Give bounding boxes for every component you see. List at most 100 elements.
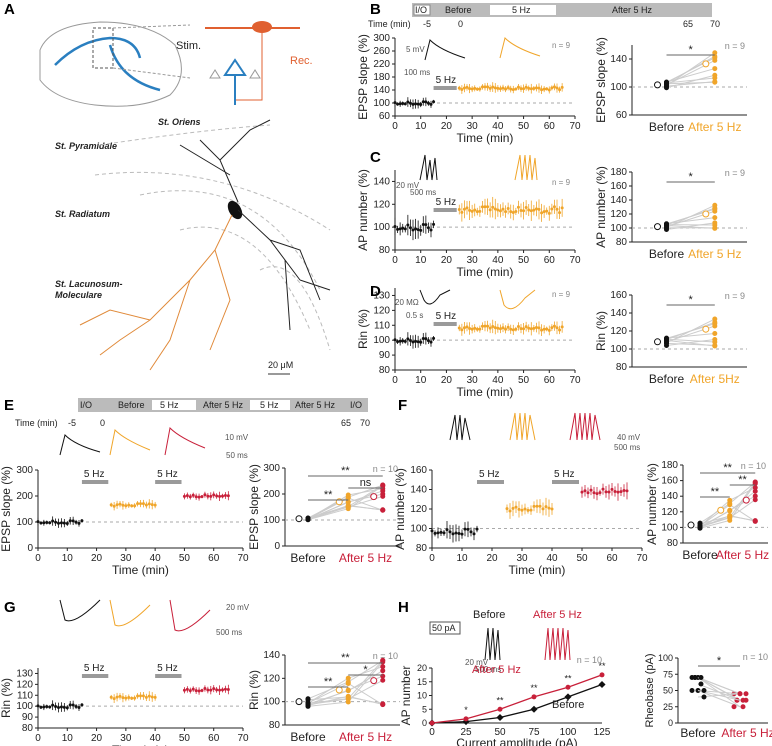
D_time-point xyxy=(483,324,487,328)
E_time-xlabel: Time (min) xyxy=(112,563,169,577)
F_time-5hz-bar xyxy=(477,480,504,484)
B_time-xtick-label: 50 xyxy=(518,121,530,132)
G_time-point xyxy=(45,705,49,709)
E_side-pair-line xyxy=(347,484,384,508)
panel-c-label: C xyxy=(370,149,381,166)
h-side-ytick-label: 100 xyxy=(658,653,673,663)
D_time-point xyxy=(460,328,464,332)
B_time-point xyxy=(470,87,474,91)
C_side-cat-after: After 5 Hz xyxy=(688,247,741,261)
G_time-point xyxy=(212,687,216,691)
E_time-point xyxy=(182,494,186,498)
B_time-point xyxy=(550,86,554,90)
h-side-ytick-label: 25 xyxy=(663,702,673,712)
G_side-pair-line xyxy=(348,679,383,700)
F_side-cat-after: After 5 Hz xyxy=(716,548,769,562)
F_time-point xyxy=(469,530,473,534)
E_side-dot xyxy=(305,516,311,522)
h-side-ytick-label: 0 xyxy=(668,718,673,728)
F_side-ylabel: AP number (%) xyxy=(645,463,659,545)
timeline-t-65: 65 xyxy=(683,19,693,29)
g-trace-before xyxy=(59,599,101,622)
h-n: n = 10 xyxy=(577,655,602,665)
e-trace-before xyxy=(59,434,101,456)
h-side-dot xyxy=(740,704,746,710)
E_time-xtick-label: 40 xyxy=(150,553,162,564)
G_time-point xyxy=(121,696,125,700)
D_side-dot xyxy=(712,316,718,322)
layer-pyramidale: St. Pyramidale xyxy=(55,141,117,151)
G_time-point xyxy=(57,706,60,710)
B_time-xlabel: Time (min) xyxy=(457,131,514,145)
G_time-point xyxy=(42,705,46,709)
D_time-point xyxy=(429,340,433,344)
F_time-xtick-label: 70 xyxy=(636,553,648,564)
f-scale-x: 500 ms xyxy=(614,443,640,452)
E_time-point xyxy=(212,493,216,497)
b-n: n = 9 xyxy=(552,41,571,50)
G_side-dot xyxy=(380,677,386,683)
h-scale-y: 20 mV xyxy=(465,658,489,667)
G_time-xlabel: Time (min) xyxy=(112,743,169,746)
G_time-point xyxy=(39,705,43,709)
E_time-point xyxy=(153,503,157,507)
timeline-before: Before xyxy=(445,5,472,15)
F_time-point xyxy=(610,487,614,491)
C_time-point xyxy=(532,208,536,212)
C_time-point xyxy=(496,208,500,212)
F_side-dot xyxy=(727,502,733,508)
C_time-point xyxy=(560,206,564,210)
G_side-dot xyxy=(380,664,386,670)
E_time-5hz-bar xyxy=(81,480,109,484)
E_time-point xyxy=(124,504,128,508)
B_time-point xyxy=(432,100,436,104)
e-scale-x: 50 ms xyxy=(226,451,248,460)
G_side-n: n = 10 xyxy=(373,651,398,661)
E_side-pair-line xyxy=(348,504,383,511)
G_time-point xyxy=(200,689,204,693)
C_time-point xyxy=(506,206,510,210)
F_time-point xyxy=(517,507,521,511)
B_time-xtick-label: 60 xyxy=(544,121,556,132)
B_time-point xyxy=(426,101,430,105)
e-timeline-hz2: 5 Hz xyxy=(260,400,279,410)
F_time-point xyxy=(544,505,548,509)
h-line-before xyxy=(431,683,603,724)
h-side-dot xyxy=(689,688,695,693)
G_time-point xyxy=(182,688,186,692)
G_side-dot xyxy=(305,697,311,703)
f-trace-after2 xyxy=(569,412,601,441)
G_time-ytick-label: 100 xyxy=(16,701,33,712)
D_time-point xyxy=(555,326,559,330)
G_time-point xyxy=(71,703,75,707)
h-ylabel: AP number xyxy=(399,666,413,726)
E_side-ytick-label: 200 xyxy=(263,489,280,500)
C_time-point xyxy=(491,205,495,209)
C_time-point xyxy=(398,227,402,231)
F_side-dot xyxy=(697,523,703,529)
E_side-cat-after: After 5 Hz xyxy=(339,551,392,565)
B_side-ytick-label: 140 xyxy=(610,54,627,65)
e-timeline-bar xyxy=(78,398,368,412)
D_side-dot xyxy=(712,321,718,327)
G_time-point xyxy=(150,695,154,699)
timeline-after: After 5 Hz xyxy=(612,5,653,15)
G_time-xtick-label: 30 xyxy=(120,733,132,744)
F_time-point xyxy=(439,530,443,534)
pyramidal-cell xyxy=(223,58,247,76)
C_side-pair-line xyxy=(666,217,715,225)
h-trace-before xyxy=(484,627,501,661)
C_side-pair-line xyxy=(666,222,715,230)
G_side-cat-after: After 5 Hz xyxy=(339,730,392,744)
D_time-point xyxy=(486,324,490,328)
G_time-point xyxy=(59,705,63,709)
timeline-io xyxy=(413,4,431,16)
B_time-point xyxy=(555,86,559,90)
E_side-pair-line xyxy=(348,497,383,511)
C_time-point xyxy=(555,207,559,211)
E_time-point xyxy=(206,494,210,498)
e-t-65: 65 xyxy=(341,418,351,428)
F_time-ylabel: AP number (%) xyxy=(393,468,407,550)
G_time-point xyxy=(51,703,55,707)
C_time-point xyxy=(473,208,477,212)
